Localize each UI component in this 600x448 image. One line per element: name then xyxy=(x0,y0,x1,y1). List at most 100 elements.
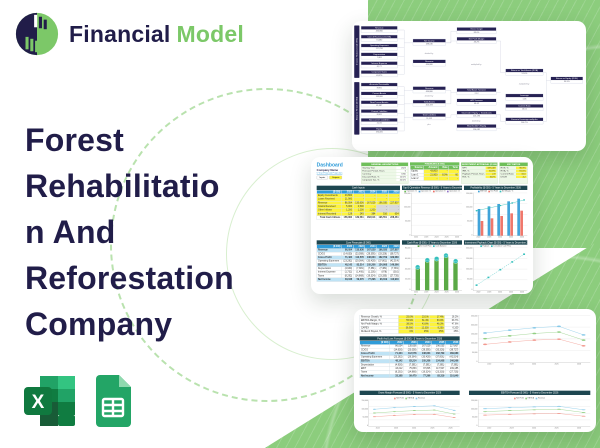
kv-value: 20.0% xyxy=(396,178,407,181)
cell: (42,514) xyxy=(388,259,400,264)
cell: 71,424 xyxy=(389,351,404,356)
flow-node: Accounts Receivable 8,981 xyxy=(360,82,398,90)
cell: 196,035 xyxy=(376,248,389,253)
legend-label: Cumulative Cash Flow xyxy=(493,244,512,247)
brand-word-model: Model xyxy=(176,20,244,47)
y-tick: 0 xyxy=(471,233,473,236)
chart-legend: Net Profit EBITDA Revenue xyxy=(469,397,590,400)
flow-node-label: A/R Turnover xyxy=(457,98,497,102)
y-tick: 0 xyxy=(366,424,368,427)
cell: (23,058) xyxy=(353,252,366,257)
y-tick: 50,000 xyxy=(362,416,368,419)
legend-label: Cash Balance xyxy=(435,244,447,247)
legend-label: Operation #4 xyxy=(449,190,460,193)
table-row: Operating Expenses (23,282) (29,364) (33,42… xyxy=(359,355,460,360)
flow-node-value: 83.0% xyxy=(473,31,480,34)
cell: - xyxy=(438,176,449,181)
core-financials-title: Core Financials ($ 000) xyxy=(316,240,400,245)
legend-swatch xyxy=(404,190,407,193)
flow-node: Depreciation 7,381 xyxy=(360,52,398,60)
cell: 23.1% xyxy=(413,314,430,320)
flow-node: Shareholder's Equity 194,081 xyxy=(456,124,497,131)
outputs-button[interactable]: Outputs xyxy=(329,175,343,180)
flow-node-value: 143,806 xyxy=(375,95,383,98)
panel-title: FINANCING ($ 000) xyxy=(409,162,460,166)
cash-flow-chart-block: Cash Flow ($ 000) - 5 Years to December … xyxy=(401,240,462,293)
cell: 97,825 xyxy=(417,366,432,371)
flow-node: Corporate Taxes 43,570 xyxy=(360,70,398,77)
flow-node-value: 106.7% xyxy=(521,121,528,124)
kv-row: Current Ratio 16.0 xyxy=(499,171,528,175)
flow-node: Current Ratio 16.01 xyxy=(505,104,544,111)
kv-value: 91.6% xyxy=(515,169,527,172)
cell: Equity Investments xyxy=(316,193,342,198)
y-tick: 50,000 xyxy=(471,416,478,419)
inputs-button[interactable]: Inputs xyxy=(316,175,328,180)
flow-node-value: 205,193 xyxy=(425,103,433,106)
cell: 43,800 xyxy=(341,193,354,198)
flow-node-label: Interest Expense xyxy=(361,61,398,65)
kv-row: DSCR 4.2 xyxy=(499,174,528,178)
cell: 146,566 xyxy=(388,263,400,268)
legend-label: EBITDA xyxy=(480,190,487,193)
legend-swatch xyxy=(480,245,482,247)
bar-pair xyxy=(517,193,524,236)
table-row: Interest Expense (1,752) (1,495) (1,205) (87… xyxy=(316,270,400,275)
y-tick: 250,000 xyxy=(470,314,478,317)
cell: (7,381) xyxy=(417,362,432,367)
cell: 25% xyxy=(413,329,430,334)
x-tick: 2023 xyxy=(424,290,429,293)
y-tick: 100,000 xyxy=(470,342,478,345)
x-tick: 2023 xyxy=(509,426,514,429)
y-tick: 0 xyxy=(471,288,473,291)
legend-swatch xyxy=(394,397,396,400)
legend-label: Operation #2 xyxy=(420,190,432,193)
cell: 86,054 xyxy=(389,344,404,349)
cell: 139,581 xyxy=(352,215,365,220)
cell: (8,292) xyxy=(389,370,404,375)
flow-node-label: Total Assets xyxy=(413,100,446,104)
cell: (33,326) xyxy=(376,252,389,257)
panel-title: KEY RATIOS xyxy=(499,162,528,166)
plot-area xyxy=(472,192,528,236)
dashboard-screenshot: Dashboard Company Name 5 Year Financial … xyxy=(311,157,533,294)
bar xyxy=(517,198,521,236)
x-tick: 2024 xyxy=(532,362,537,365)
flow-node-label: Depreciation xyxy=(361,52,398,56)
legend-item: Payback xyxy=(480,245,489,247)
cell: 189,080 xyxy=(388,255,400,260)
flow-node-label: Accounts Receivable xyxy=(361,83,398,87)
legend-item: Net Profit xyxy=(394,397,404,399)
table-row: Equity 43,800- - xyxy=(409,169,460,174)
cell: (14,868) xyxy=(353,274,366,279)
x-axis: 2022 2023 2024 2025 2026 xyxy=(411,291,462,293)
flow-node-label: Total Asset Turnover xyxy=(457,88,497,92)
x-tick: 2024 xyxy=(498,236,503,239)
cell: 227,807 xyxy=(388,248,400,253)
kv-row: Currency USD xyxy=(361,171,408,175)
legend-swatch xyxy=(432,190,435,193)
page-title: Forest Rehabilitatio n And Reforestation… xyxy=(25,117,234,347)
kv-key: Discount Rate, % xyxy=(362,175,380,178)
flow-operator: divided by xyxy=(424,94,434,98)
table-row: Operating Expenses (23,282) (29,364) (33,42… xyxy=(316,259,400,264)
cell: 105,206 xyxy=(364,263,377,268)
cell: Loan 2 xyxy=(409,176,424,181)
y-tick: 80,000 xyxy=(404,247,411,250)
table-row: Depreciation (4,930) (7,381) (7,381) (7,381)… xyxy=(316,266,400,271)
flow-node-label: Gross margin xyxy=(457,27,497,31)
bar-wrap: 68,010 xyxy=(453,247,459,291)
legend-item: Operation #1 xyxy=(404,190,417,192)
google-sheets-icon xyxy=(96,375,131,427)
table-row: Net Income 33,168 59,470 77,296 93,319 110,94… xyxy=(359,373,460,378)
y-tick: 150,000 xyxy=(465,257,473,260)
table-row: Gross Profit 71,424 112,578 138,634 162,709 1… xyxy=(359,351,460,356)
ebitda-chart: Net Profit EBITDA Revenue 150,000 100,000 50,… xyxy=(469,397,591,429)
sheet-subtitle-link[interactable]: 5 Year Financial Projection xyxy=(316,171,343,175)
data-label: 63,581 xyxy=(434,256,440,262)
sheet-title: Dashboard xyxy=(316,162,343,168)
chart-body: 150,000 100,000 50,000 0 xyxy=(469,399,591,427)
legend-swatch xyxy=(535,397,538,400)
bar xyxy=(443,256,449,291)
flow-node: Revenue 434,860 xyxy=(360,26,398,33)
